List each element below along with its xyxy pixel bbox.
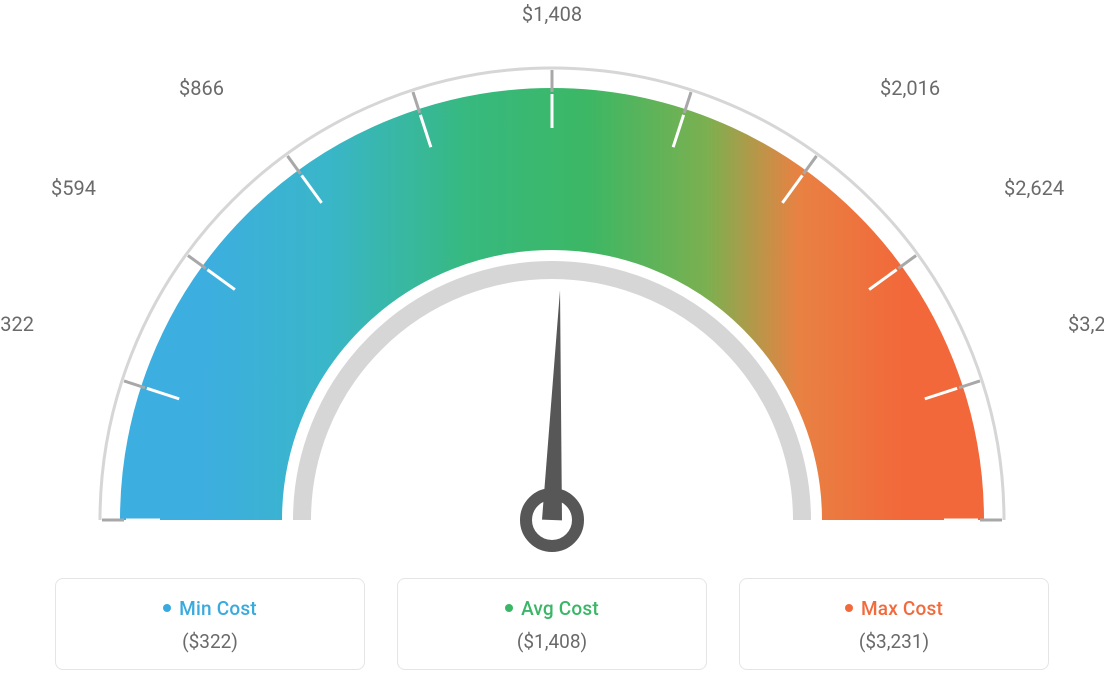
dot-min-icon	[163, 604, 171, 612]
legend-row: Min Cost ($322) Avg Cost ($1,408) Max Co…	[0, 578, 1104, 670]
legend-avg-label: Avg Cost	[521, 597, 599, 620]
scale-label: $1,408	[522, 2, 582, 26]
legend-min-value: ($322)	[66, 630, 354, 653]
legend-max-label: Max Cost	[861, 597, 943, 620]
legend-avg-title: Avg Cost	[408, 597, 696, 620]
dot-avg-icon	[505, 604, 513, 612]
scale-label: $2,016	[880, 76, 940, 100]
scale-label: $2,624	[1004, 176, 1064, 200]
scale-label: $594	[51, 176, 96, 200]
scale-label: $866	[179, 76, 224, 100]
scale-label: $3,231	[1068, 312, 1104, 336]
legend-min-title: Min Cost	[66, 597, 354, 620]
legend-card-min: Min Cost ($322)	[55, 578, 365, 670]
cost-gauge: $322 $594 $866 $1,408 $2,016 $2,624 $3,231	[0, 0, 1104, 560]
legend-max-title: Max Cost	[750, 597, 1038, 620]
legend-max-value: ($3,231)	[750, 630, 1038, 653]
legend-avg-value: ($1,408)	[408, 630, 696, 653]
scale-label: $322	[0, 312, 34, 336]
legend-card-avg: Avg Cost ($1,408)	[397, 578, 707, 670]
dot-max-icon	[845, 604, 853, 612]
gauge-svg	[42, 40, 1062, 560]
legend-card-max: Max Cost ($3,231)	[739, 578, 1049, 670]
legend-min-label: Min Cost	[179, 597, 257, 620]
